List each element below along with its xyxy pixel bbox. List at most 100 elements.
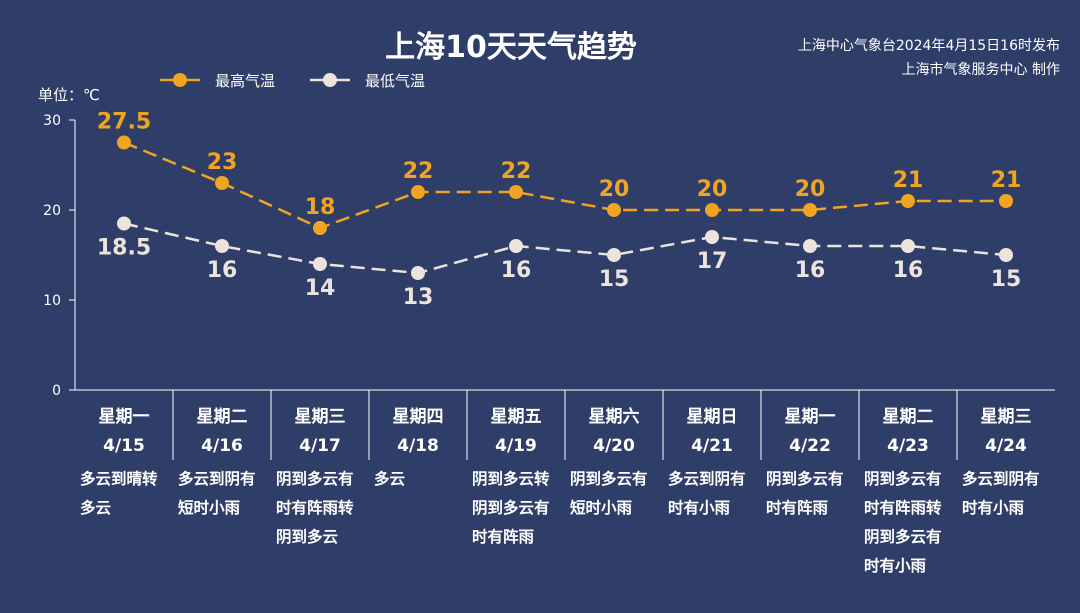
x-tick-date: 4/20 bbox=[593, 436, 635, 456]
weather-description-line: 时有小雨 bbox=[864, 556, 926, 575]
axes: 0 10 20 30 bbox=[43, 113, 1055, 399]
series-high: 27.5 23 18 22 22 20 20 20 21 21 bbox=[97, 110, 1021, 235]
x-tick-date: 4/19 bbox=[495, 436, 537, 456]
data-label-high: 20 bbox=[795, 177, 826, 202]
x-tick-weekday: 星期三 bbox=[295, 407, 346, 427]
weather-description-line: 时有阵雨 bbox=[472, 527, 534, 546]
y-tick-label: 30 bbox=[43, 113, 61, 129]
data-point-low bbox=[607, 248, 621, 262]
weather-description-line: 时有阵雨转 bbox=[864, 498, 942, 517]
weather-description-line: 阴到多云有 bbox=[570, 469, 648, 488]
data-point-high bbox=[999, 194, 1013, 208]
weather-description-line: 阴到多云有 bbox=[276, 469, 354, 488]
x-tick-weekday: 星期二 bbox=[883, 407, 934, 427]
categories-layer: 星期一4/15多云到晴转多云星期二4/16多云到阴有短时小雨星期三4/17阴到多… bbox=[80, 390, 1040, 575]
legend-marker bbox=[173, 73, 187, 87]
data-label-low: 16 bbox=[207, 258, 238, 283]
weather-description-line: 多云到阴有 bbox=[962, 469, 1040, 488]
x-tick-date: 4/15 bbox=[103, 436, 145, 456]
x-tick-date: 4/18 bbox=[397, 436, 439, 456]
data-label-low: 16 bbox=[893, 258, 924, 283]
x-tick-weekday: 星期四 bbox=[393, 407, 444, 427]
x-tick-weekday: 星期日 bbox=[687, 407, 738, 427]
data-label-low: 17 bbox=[697, 249, 728, 274]
unit-label: 单位：℃ bbox=[38, 86, 100, 104]
weather-description-line: 短时小雨 bbox=[570, 498, 632, 517]
x-tick-weekday: 星期六 bbox=[589, 406, 640, 427]
weather-description-line: 多云到阴有 bbox=[178, 469, 256, 488]
data-point-low bbox=[313, 257, 327, 271]
legend-label: 最高气温 bbox=[215, 72, 275, 90]
x-tick-weekday: 星期一 bbox=[785, 407, 836, 427]
data-label-low: 15 bbox=[599, 267, 630, 292]
data-label-high: 21 bbox=[893, 168, 924, 193]
data-point-high bbox=[901, 194, 915, 208]
legend-label: 最低气温 bbox=[365, 72, 425, 90]
series-line-low bbox=[123, 222, 1007, 275]
data-point-high bbox=[215, 176, 229, 190]
x-tick-date: 4/21 bbox=[691, 436, 733, 456]
data-point-high bbox=[803, 203, 817, 217]
data-label-high: 18 bbox=[305, 195, 336, 220]
x-tick-weekday: 星期三 bbox=[981, 407, 1032, 427]
data-label-low: 14 bbox=[305, 276, 336, 301]
chart-title: 上海10天天气趋势 bbox=[385, 30, 637, 65]
data-label-low: 13 bbox=[403, 285, 434, 310]
legend-item-low: 最低气温 bbox=[310, 72, 425, 90]
weather-description-line: 多云 bbox=[374, 469, 405, 488]
issuer-line-2: 上海市气象服务中心 制作 bbox=[901, 62, 1060, 78]
weather-description-line: 阴到多云有 bbox=[766, 469, 844, 488]
data-point-low bbox=[999, 248, 1013, 262]
x-tick-date: 4/24 bbox=[985, 436, 1027, 456]
weather-description-line: 阴到多云转 bbox=[472, 469, 550, 488]
y-tick-label: 20 bbox=[43, 203, 61, 219]
data-label-high: 23 bbox=[207, 150, 238, 175]
x-tick-date: 4/17 bbox=[299, 436, 341, 456]
data-point-low bbox=[803, 239, 817, 253]
weather-description-line: 时有阵雨转 bbox=[276, 498, 354, 517]
x-tick-weekday: 星期一 bbox=[99, 407, 150, 427]
data-point-high bbox=[705, 203, 719, 217]
weather-description-line: 多云 bbox=[80, 498, 111, 517]
weather-description-line: 时有小雨 bbox=[962, 498, 1024, 517]
data-label-high: 20 bbox=[697, 177, 728, 202]
data-label-low: 18.5 bbox=[97, 236, 151, 261]
issuer-info: 上海中心气象台2024年4月15日16时发布 上海市气象服务中心 制作 bbox=[798, 34, 1060, 82]
y-tick-label: 0 bbox=[52, 383, 61, 399]
data-label-low: 16 bbox=[501, 258, 532, 283]
data-label-high: 27.5 bbox=[97, 110, 151, 135]
weather-description-line: 时有小雨 bbox=[668, 498, 730, 517]
weather-description-line: 阴到多云有 bbox=[864, 527, 942, 546]
y-tick-label: 10 bbox=[43, 293, 61, 309]
data-label-high: 20 bbox=[599, 177, 630, 202]
data-point-low bbox=[705, 230, 719, 244]
series-low: 18.5 16 14 13 16 15 17 16 16 15 bbox=[97, 216, 1021, 310]
series-line-high bbox=[123, 141, 1006, 230]
data-point-high bbox=[509, 185, 523, 199]
data-label-low: 16 bbox=[795, 258, 826, 283]
data-point-low bbox=[901, 239, 915, 253]
weather-description-line: 时有阵雨 bbox=[766, 498, 828, 517]
data-point-low bbox=[411, 266, 425, 280]
weather-description-line: 短时小雨 bbox=[178, 498, 240, 517]
data-point-high bbox=[117, 135, 131, 150]
weather-description-line: 阴到多云有 bbox=[864, 469, 942, 488]
data-point-low bbox=[215, 239, 229, 253]
weather-description-line: 阴到多云 bbox=[276, 527, 338, 546]
legend-item-high: 最高气温 bbox=[160, 72, 275, 90]
data-point-high bbox=[607, 203, 621, 217]
data-point-low bbox=[117, 216, 131, 231]
data-label-high: 22 bbox=[403, 159, 434, 184]
data-point-high bbox=[411, 185, 425, 199]
data-label-high: 22 bbox=[501, 159, 532, 184]
x-tick-weekday: 星期二 bbox=[197, 407, 248, 427]
